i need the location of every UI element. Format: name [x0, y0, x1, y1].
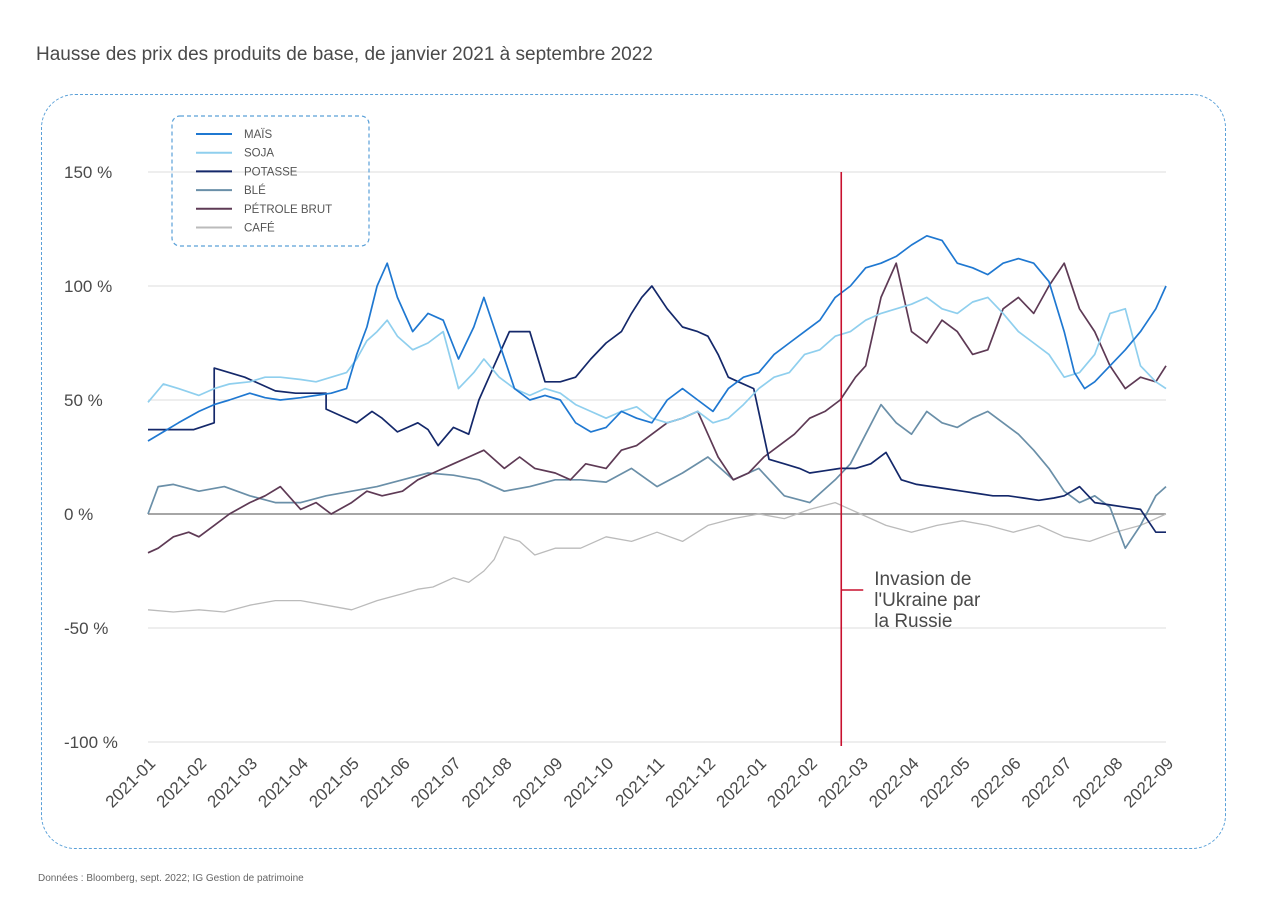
annotation-text: Invasion de: [874, 569, 971, 590]
x-tick-label: 2021-05: [305, 754, 363, 812]
legend-label: POTASSE: [244, 166, 298, 178]
x-tick-label: 2022-07: [1018, 754, 1076, 812]
x-tick-label: 2021-04: [254, 754, 312, 812]
y-tick-label: 100 %: [64, 277, 112, 296]
x-tick-label: 2022-04: [865, 754, 923, 812]
y-tick-label: -50 %: [64, 619, 108, 638]
x-tick-label: 2021-12: [662, 754, 720, 812]
x-tick-label: 2021-09: [509, 754, 567, 812]
series-line-ma-s: [147, 234, 1167, 442]
x-tick-label: 2022-01: [713, 754, 771, 812]
x-tick-label: 2022-09: [1120, 754, 1178, 812]
series-line-potasse: [148, 285, 1166, 534]
x-tick-label: 2021-08: [458, 754, 516, 812]
series-line-p-trole-brut: [147, 262, 1167, 554]
x-tick-label: 2022-06: [967, 754, 1025, 812]
x-tick-label: 2021-07: [407, 754, 465, 812]
legend: MAÏS SOJA POTASSE BLÉ PÉTROLE BRUT CAFÉ: [171, 115, 370, 247]
gridlines: [148, 171, 1166, 743]
legend-label: MAÏS: [244, 129, 272, 141]
x-tick-label: 2021-06: [356, 754, 414, 812]
annotation-text: l'Ukraine par: [874, 590, 981, 611]
x-tick-label: 2022-05: [916, 754, 974, 812]
x-tick-label: 2022-02: [763, 754, 821, 812]
legend-label: PÉTROLE BRUT: [244, 203, 332, 216]
source-note: Données : Bloomberg, sept. 2022; IG Gest…: [38, 873, 304, 884]
y-tick-label: -100 %: [64, 733, 118, 752]
series-lines: [147, 234, 1167, 613]
x-tick-label: 2021-11: [612, 754, 669, 811]
x-tick-label: 2021-01: [102, 754, 160, 812]
x-axis-ticks: 2021-012021-022021-032021-042021-052021-…: [102, 754, 1178, 812]
chart-frame: [41, 94, 1226, 849]
legend-label: CAFÉ: [244, 222, 275, 235]
chart-title: Hausse des prix des produits de base, de…: [36, 44, 653, 65]
annotation-text: la Russie: [874, 611, 952, 632]
y-tick-label: 0 %: [64, 505, 93, 524]
x-tick-label: 2022-08: [1069, 754, 1127, 812]
legend-label: SOJA: [244, 148, 274, 160]
y-tick-label: 50 %: [64, 391, 103, 410]
y-tick-label: 150 %: [64, 163, 112, 182]
series-line-caf-: [147, 501, 1167, 613]
series-line-soja: [147, 296, 1167, 424]
y-axis-ticks: 150 % 100 % 50 % 0 % -50 % -100 %: [64, 163, 118, 752]
x-tick-label: 2022-03: [814, 754, 872, 812]
series-line-bl-: [147, 403, 1167, 550]
legend-label: BLÉ: [244, 184, 266, 197]
x-tick-label: 2021-02: [153, 754, 211, 812]
x-tick-label: 2021-10: [560, 754, 618, 812]
legend-box: [171, 115, 370, 247]
x-tick-label: 2021-03: [204, 754, 262, 812]
